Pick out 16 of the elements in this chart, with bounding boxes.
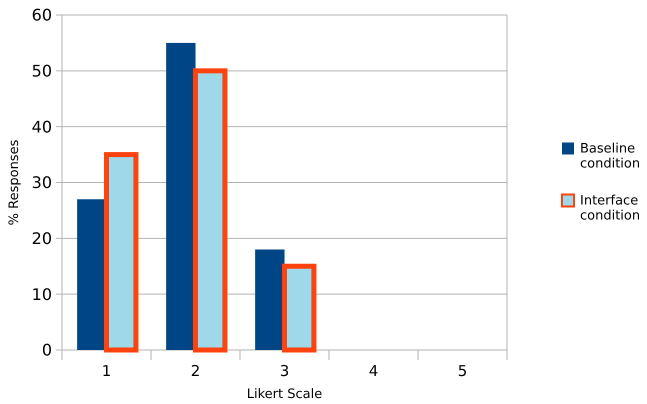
x-tick-label: 2 (190, 362, 200, 380)
legend-label: Interface condition (580, 194, 640, 224)
y-tick-label: 0 (42, 340, 52, 360)
x-tick-label: 5 (458, 362, 468, 380)
x-tick-label: 3 (280, 362, 290, 380)
y-tick-label: 10 (32, 284, 52, 304)
y-tick-label: 60 (32, 6, 52, 25)
y-tick-label: 30 (32, 173, 52, 192)
y-tick-label: 20 (32, 228, 52, 248)
y-axis-title: % Responses (7, 139, 22, 226)
x-tick-label: 4 (368, 362, 378, 380)
legend-label: Baseline condition (580, 142, 640, 172)
y-tick-label: 40 (32, 117, 52, 136)
x-tick-label: 1 (102, 362, 112, 380)
x-axis-title: Likert Scale (246, 387, 322, 402)
y-tick-label: 50 (32, 61, 52, 80)
